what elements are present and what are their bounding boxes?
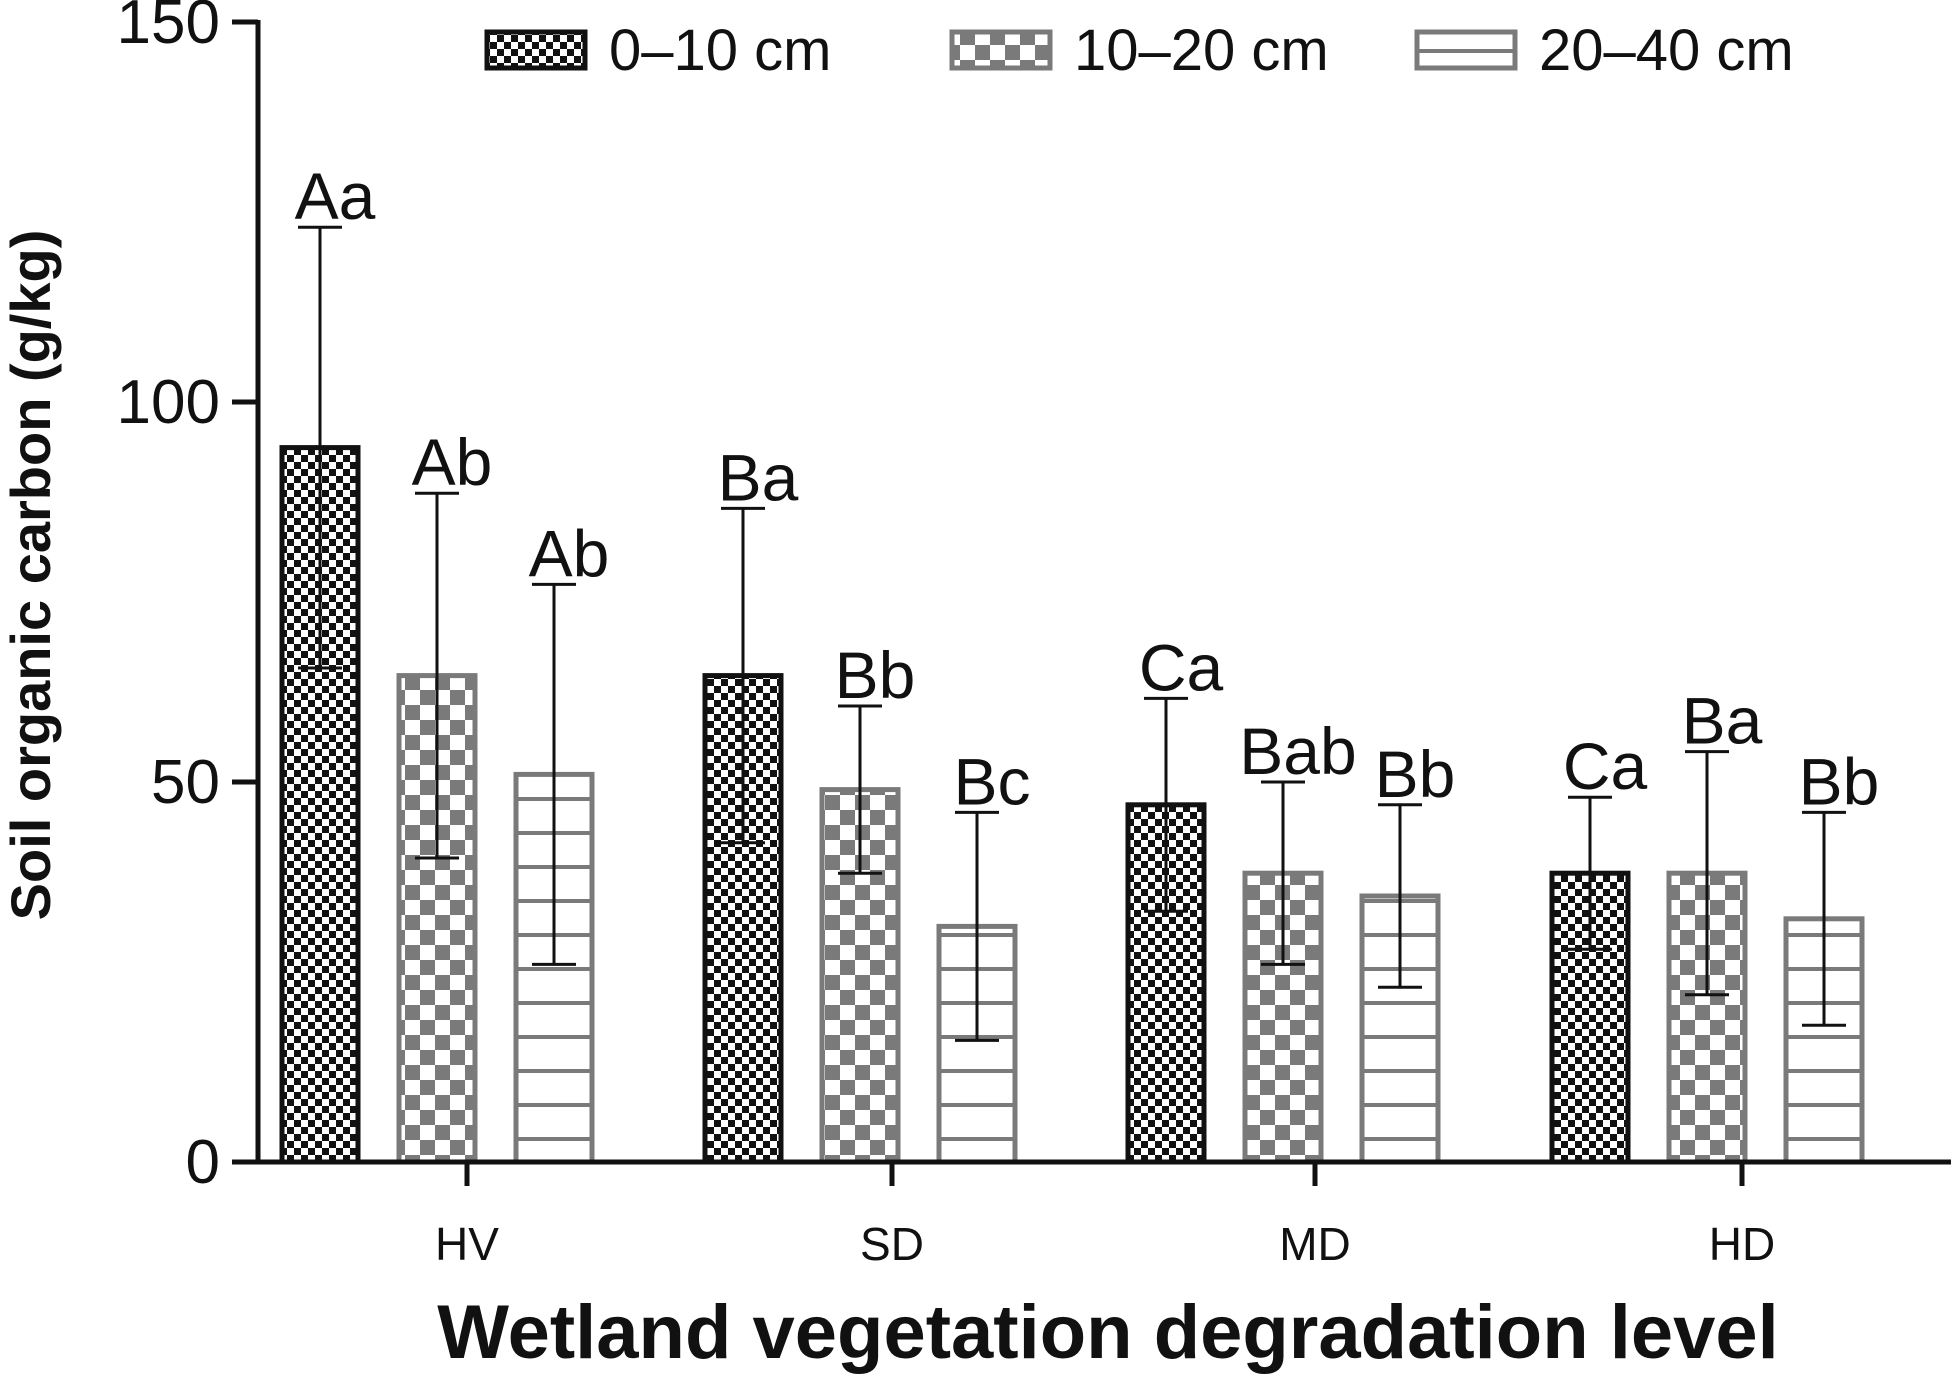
legend-label: 20–40 cm <box>1539 18 1794 83</box>
bar-hd-1 <box>1549 870 1631 1165</box>
significance-label: Aa <box>295 159 376 233</box>
bars <box>279 445 1865 1165</box>
significance-label: Bb <box>1799 744 1880 818</box>
y-tick-label: 50 <box>151 748 220 817</box>
error-bars <box>298 225 1846 1042</box>
significance-labels: Aa Ba Ca Ca Ab Bb Bab Ba Ab Bc Bb Bb <box>295 159 1880 818</box>
legend-swatch <box>1414 29 1518 71</box>
x-tick-label: MD <box>1279 1218 1351 1270</box>
legend-label: 0–10 cm <box>609 18 831 83</box>
significance-label: Bc <box>953 744 1030 818</box>
x-tick-label: SD <box>860 1218 924 1270</box>
x-tick-label: HV <box>435 1218 499 1270</box>
significance-label: Ca <box>1563 729 1648 803</box>
significance-label: Ba <box>718 440 799 514</box>
legend-swatch <box>949 29 1053 71</box>
legend: 0–10 cm 10–20 cm 20–40 cm <box>484 18 1794 83</box>
significance-label: Ba <box>1682 684 1763 758</box>
x-axis-title: Wetland vegetation degradation level <box>437 1290 1779 1375</box>
significance-label: Bb <box>1375 737 1456 811</box>
y-tick-label: 100 <box>117 368 220 437</box>
significance-label: Bb <box>835 638 916 712</box>
legend-swatch <box>484 29 588 71</box>
y-tick-label: 0 <box>186 1128 220 1197</box>
legend-label: 10–20 cm <box>1074 18 1329 83</box>
significance-label: Ca <box>1139 630 1224 704</box>
significance-label: Ab <box>412 425 493 499</box>
significance-label: Ab <box>529 516 610 590</box>
axes: 0 50 100 150 HV SD MD HD <box>117 0 1951 1270</box>
y-axis-title: Soil organic carbon (g/kg) <box>0 230 62 921</box>
y-tick-label: 150 <box>117 0 220 57</box>
significance-label: Bab <box>1239 714 1356 788</box>
x-tick-label: HD <box>1709 1218 1775 1270</box>
